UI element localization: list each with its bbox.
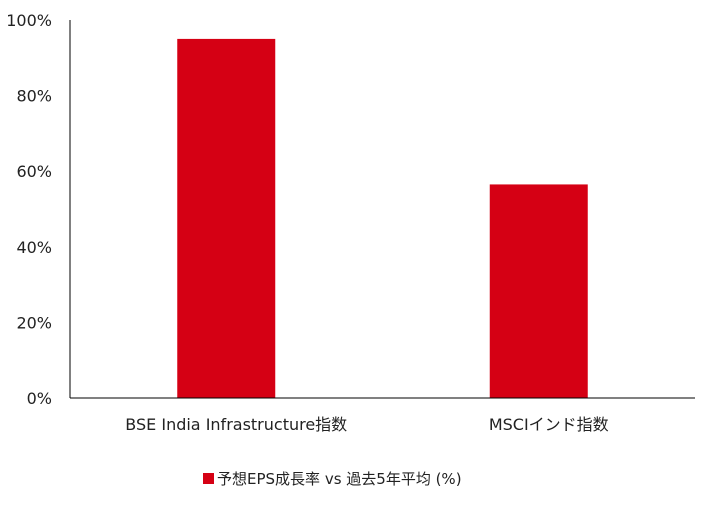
x-category-label: MSCIインド指数	[489, 415, 609, 434]
legend-swatch	[203, 473, 214, 484]
x-category-label: BSE India Infrastructure指数	[125, 415, 347, 434]
bar	[177, 38, 276, 399]
y-tick-label: 40%	[16, 238, 52, 257]
y-axis-ticks: 0% 20% 40% 60% 80% 100%	[6, 11, 52, 408]
bar	[489, 184, 588, 398]
legend-label: 予想EPS成長率 vs 過去5年平均 (%)	[217, 470, 462, 488]
legend: 予想EPS成長率 vs 過去5年平均 (%)	[203, 470, 462, 488]
y-tick-label: 0%	[27, 389, 52, 408]
bars	[177, 38, 588, 399]
y-tick-label: 20%	[16, 313, 52, 332]
y-tick-label: 100%	[6, 11, 52, 30]
x-axis-labels: BSE India Infrastructure指数 MSCIインド指数	[125, 415, 608, 434]
y-tick-label: 60%	[16, 162, 52, 181]
y-tick-label: 80%	[16, 87, 52, 106]
